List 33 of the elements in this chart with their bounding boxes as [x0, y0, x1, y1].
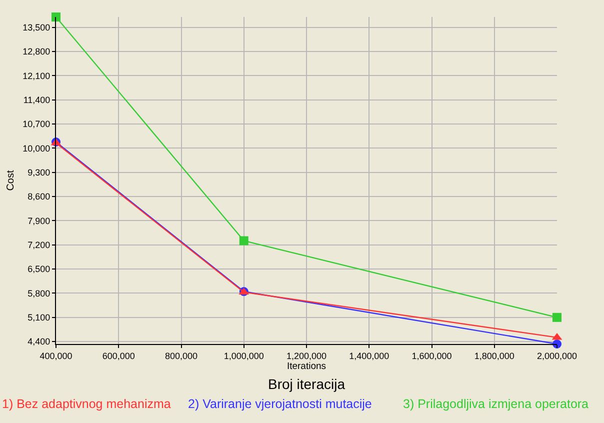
y-tick-label: 12,800: [22, 46, 50, 57]
x-tick-label: 800,000: [164, 350, 198, 361]
y-tick-label: 11,400: [23, 95, 50, 106]
x-tick-label: 2,000,000: [536, 350, 578, 361]
x-tick-label: 1,800,000: [474, 350, 514, 361]
y-tick-label: 6,500: [28, 264, 50, 274]
y-tick-label: 9,300: [28, 168, 50, 178]
y-tick-label: 5,800: [28, 288, 50, 298]
point: [52, 12, 60, 22]
y-tick-label: 7,900: [28, 216, 50, 226]
x-tick-label: 400,000: [40, 350, 72, 361]
x-tick-label: 1,000,000: [224, 350, 264, 361]
text: 2) Variranje vjerojatnosti mutacije: [188, 397, 372, 411]
point: [552, 312, 562, 322]
point: [239, 236, 248, 246]
y-axis-title: Cost: [6, 170, 17, 191]
y-tick-label: 4,400: [28, 336, 50, 347]
y-tick-label: 5,100: [28, 312, 50, 323]
y-tick-label: 10,700: [22, 119, 50, 130]
x-tick-label: 1,400,000: [349, 350, 390, 361]
x-axis-title: Iterations: [286, 360, 326, 372]
text: Broj iteracija: [268, 376, 346, 392]
y-tick-label: 12,100: [22, 70, 50, 81]
y-tick-label: 7,200: [28, 240, 50, 250]
text: 1) Bez adaptivnog mehanizma: [2, 397, 171, 411]
x-tick-label: 600,000: [102, 350, 135, 361]
x-tick-label: 1,600,000: [412, 350, 452, 361]
x-tick-label: 1,200,000: [286, 350, 327, 361]
point: [552, 340, 562, 348]
text: 3) Prilagodljiva izmjena operatora: [403, 397, 589, 411]
y-tick-label: 13,500: [22, 22, 50, 33]
y-tick-label: 8,600: [28, 192, 50, 202]
y-tick-label: 10,000: [22, 143, 50, 154]
